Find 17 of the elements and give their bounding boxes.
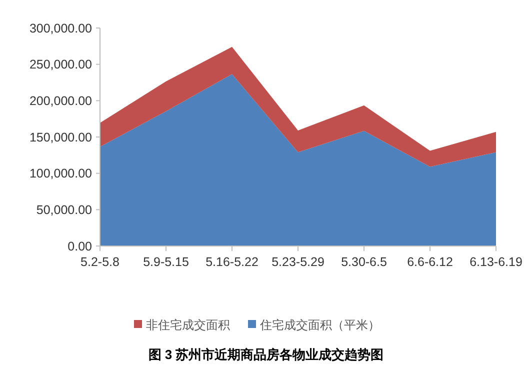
x-tick-label: 6.6-6.12 — [407, 255, 453, 269]
x-tick-label: 5.9-5.15 — [143, 255, 189, 269]
legend-label: 非住宅成交面积 — [146, 318, 230, 332]
y-tick-label: 50,000.00 — [36, 203, 92, 218]
y-tick-label: 250,000.00 — [29, 58, 92, 72]
y-tick-label: 200,000.00 — [29, 94, 92, 108]
y-tick-label: 0.00 — [68, 239, 92, 254]
x-tick-label: 6.13-6.19 — [470, 255, 522, 269]
x-tick-label: 5.2-5.8 — [80, 255, 120, 269]
text: 图 3 苏州市近期商品房各物业成交趋势图 — [148, 347, 384, 362]
y-tick-label: 150,000.00 — [29, 130, 92, 144]
x-tick-label: 5.30-6.5 — [341, 255, 387, 269]
legend-label: 住宅成交面积（平米） — [259, 318, 380, 332]
y-tick-label: 100,000.00 — [29, 166, 92, 181]
y-tick-label: 300,000.00 — [29, 21, 92, 36]
x-tick-label: 5.23-5.29 — [272, 255, 324, 269]
x-tick-label: 5.16-5.22 — [206, 255, 258, 269]
